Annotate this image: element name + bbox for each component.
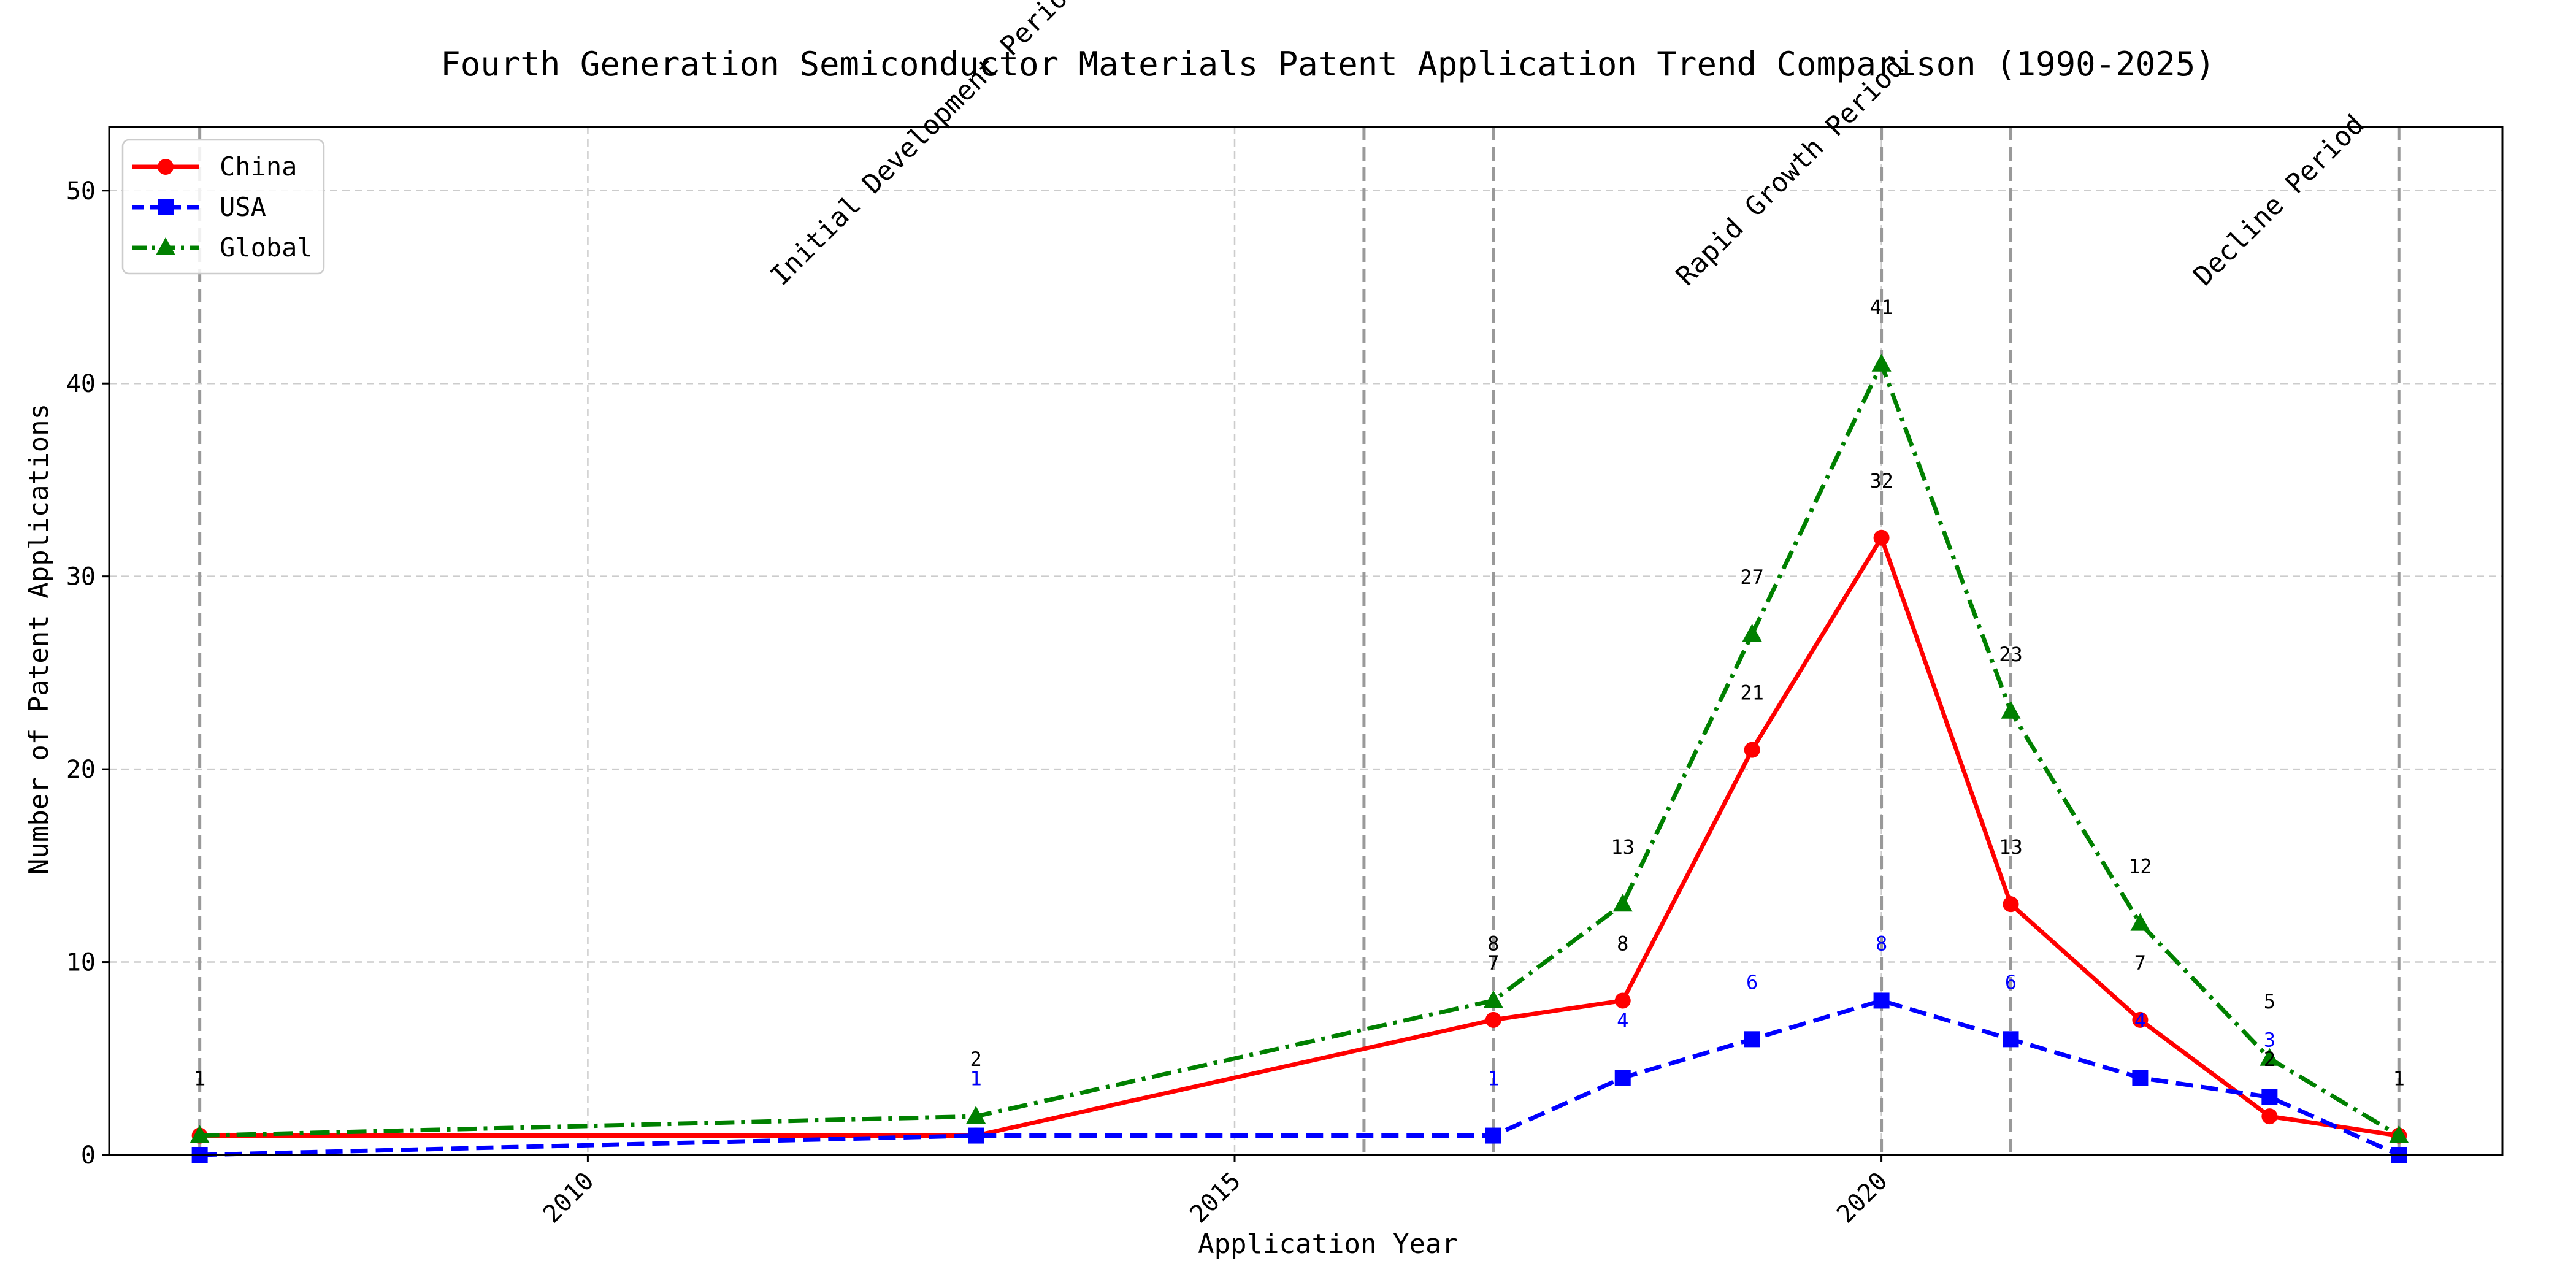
data-point-china xyxy=(2261,1108,2277,1124)
data-label-china: 21 xyxy=(1740,681,1764,705)
y-tick-label: 40 xyxy=(66,370,96,398)
y-tick-label: 30 xyxy=(66,563,96,591)
data-label-global: 2 xyxy=(970,1048,982,1071)
data-label-global: 5 xyxy=(2264,990,2275,1013)
data-point-china xyxy=(2003,896,2019,912)
legend-label-global: Global xyxy=(220,232,313,263)
data-label-china: 7 xyxy=(2134,951,2146,975)
y-tick-label: 0 xyxy=(81,1141,96,1170)
data-label-usa: 6 xyxy=(2005,970,2017,994)
data-label-usa: 3 xyxy=(2264,1029,2275,1052)
data-label-usa: 1 xyxy=(1487,1067,1499,1091)
data-label-global: 1 xyxy=(2393,1067,2405,1091)
legend-marker-usa xyxy=(158,199,174,215)
data-point-china xyxy=(1615,992,1631,1008)
data-point-china xyxy=(1744,742,1760,758)
data-label-global: 12 xyxy=(2128,855,2152,878)
x-axis-title: Application Year xyxy=(1198,1229,1458,1260)
data-label-global: 1 xyxy=(194,1067,205,1091)
data-label-usa: 4 xyxy=(1617,1009,1628,1032)
data-label-usa: 8 xyxy=(1876,932,1887,955)
data-point-usa xyxy=(1485,1128,1501,1144)
data-label-global: 8 xyxy=(1487,932,1499,955)
data-point-usa xyxy=(1874,992,1890,1008)
legend-marker-china xyxy=(158,159,174,175)
data-point-china xyxy=(1874,530,1890,546)
data-point-usa xyxy=(1744,1031,1760,1047)
data-point-usa xyxy=(2132,1070,2148,1086)
data-label-china: 13 xyxy=(1999,835,2023,859)
data-point-usa xyxy=(968,1128,984,1144)
legend-label-china: China xyxy=(220,151,297,182)
y-tick-label: 50 xyxy=(66,177,96,205)
data-label-global: 13 xyxy=(1611,835,1635,859)
y-tick-label: 20 xyxy=(66,756,96,784)
data-label-usa: 4 xyxy=(2134,1009,2146,1032)
legend: China USA Global xyxy=(123,140,324,274)
y-tick-label: 10 xyxy=(66,949,96,977)
chart-title: Fourth Generation Semiconductor Material… xyxy=(440,45,2215,83)
data-point-usa xyxy=(1615,1070,1631,1086)
data-label-global: 27 xyxy=(1740,565,1764,589)
y-axis-title: Number of Patent Applications xyxy=(23,404,55,875)
data-label-china: 32 xyxy=(1869,469,1893,493)
data-point-usa xyxy=(2261,1089,2277,1105)
data-point-china xyxy=(1485,1012,1501,1028)
legend-label-usa: USA xyxy=(220,192,266,222)
data-label-usa: 6 xyxy=(1746,970,1758,994)
data-point-usa xyxy=(2003,1031,2019,1047)
data-label-global: 41 xyxy=(1869,296,1893,319)
data-label-china: 8 xyxy=(1617,932,1628,955)
data-label-global: 23 xyxy=(1999,643,2023,666)
